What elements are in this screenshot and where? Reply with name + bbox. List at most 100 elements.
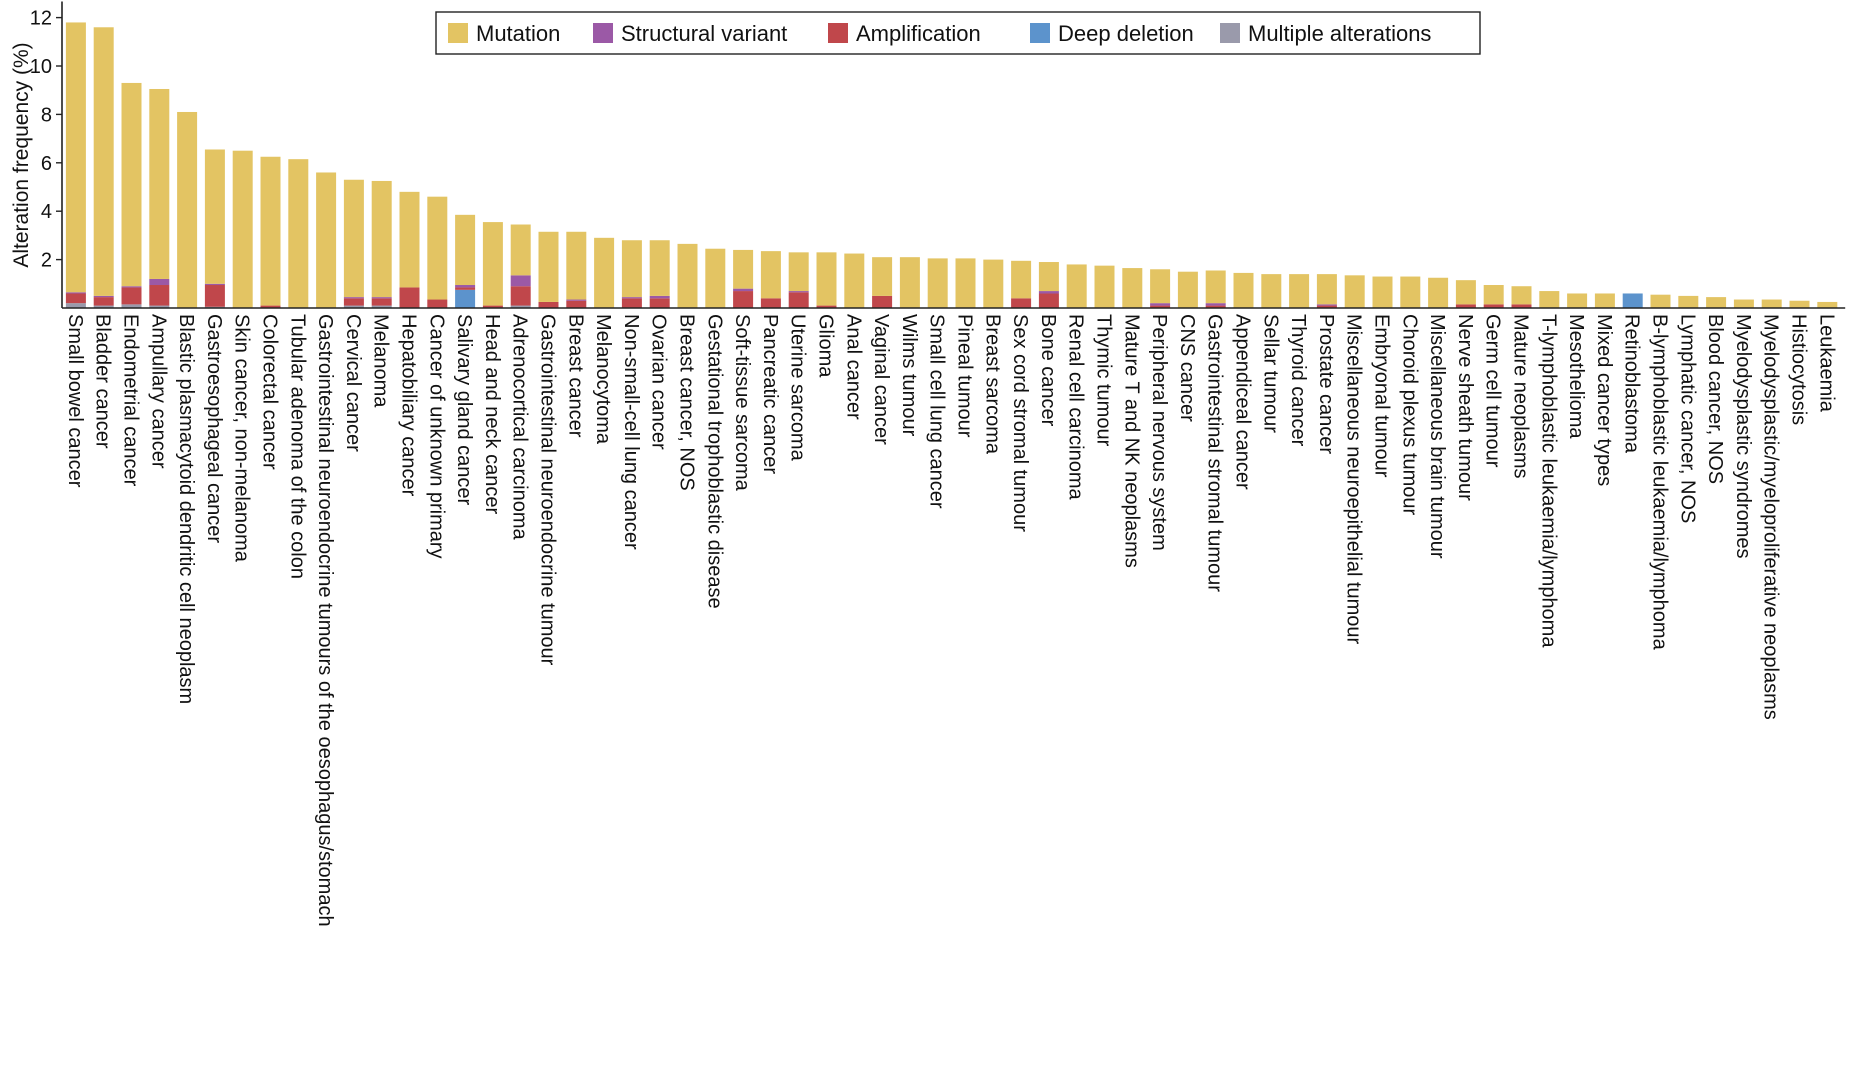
bar-mutation-b-lymphoblastic-leukaemia-lymphoma xyxy=(1650,294,1671,308)
bar-mutation-pineal-tumour xyxy=(955,258,976,308)
category-label-soft-tissue-sarcoma: Soft-tissue sarcoma xyxy=(731,314,753,492)
bar-mutation-mature-neoplasms xyxy=(1511,286,1532,305)
bar-amplification-prostate-cancer xyxy=(1316,305,1337,308)
category-label-appendiceal-cancer: Appendiceal cancer xyxy=(1232,314,1254,490)
bar-amplification-head-and-neck-cancer xyxy=(482,305,503,308)
category-label-gastrointestinal-neuroendocrine-tumour: Gastrointestinal neuroendocrine tumour xyxy=(537,314,559,666)
category-label-sex-cord-stromal-tumour: Sex cord stromal tumour xyxy=(1009,314,1031,532)
category-label-retinoblastoma: Retinoblastoma xyxy=(1621,314,1643,454)
bar-amplification-endometrial-cancer xyxy=(121,287,142,305)
bar-mutation-colorectal-cancer xyxy=(260,156,281,306)
bar-amplification-hepatobiliary-cancer xyxy=(399,287,420,308)
category-label-bladder-cancer: Bladder cancer xyxy=(92,314,114,449)
legend-swatch-deep-deletion xyxy=(1030,23,1050,43)
category-label-miscellaneous-brain-tumour: Miscellaneous brain tumour xyxy=(1426,314,1448,559)
bar-mutation-sex-cord-stromal-tumour xyxy=(1011,260,1032,299)
bar-structural-variant-breast-cancer xyxy=(566,299,587,301)
bar-amplification-soft-tissue-sarcoma xyxy=(733,291,754,308)
category-label-melanoma: Melanoma xyxy=(370,314,392,408)
y-tick-label-2: 2 xyxy=(41,250,52,272)
bar-amplification-sex-cord-stromal-tumour xyxy=(1011,298,1032,308)
y-tick-label-6: 6 xyxy=(41,153,52,175)
bar-mutation-bone-cancer xyxy=(1038,262,1059,292)
category-label-adrenocortical-carcinoma: Adrenocortical carcinoma xyxy=(509,314,531,541)
bar-mutation-vaginal-cancer xyxy=(872,257,893,296)
category-label-small-bowel-cancer: Small bowel cancer xyxy=(64,314,86,488)
legend-label-multiple-alterations: Multiple alterations xyxy=(1248,21,1431,46)
bar-amplification-gastroesophageal-cancer xyxy=(204,285,225,307)
bar-mutation-breast-sarcoma xyxy=(983,259,1004,308)
bar-mutation-peripheral-nervous-system xyxy=(1150,269,1171,304)
category-label-myelodysplastic-syndromes: Myelodysplastic syndromes xyxy=(1732,314,1754,559)
category-label-t-lymphoblastic-leukaemia-lymphoma: T-lymphoblastic leukaemia/lymphoma xyxy=(1537,314,1559,648)
bar-mutation-cervical-cancer xyxy=(343,179,364,298)
bar-mutation-cancer-of-unknown-primary xyxy=(427,196,448,300)
bar-amplification-cervical-cancer xyxy=(343,298,364,306)
bar-mutation-nerve-sheath-tumour xyxy=(1455,280,1476,305)
bar-structural-variant-bone-cancer xyxy=(1038,291,1059,294)
bar-mutation-embryonal-tumour xyxy=(1372,276,1393,308)
y-tick-label-12: 12 xyxy=(30,8,52,30)
category-label-mixed-cancer-types: Mixed cancer types xyxy=(1593,314,1615,486)
bar-multiple-alterations-endometrial-cancer xyxy=(121,304,142,308)
bar-deep-deletion-salivary-gland-cancer xyxy=(455,289,476,308)
category-label-cancer-of-unknown-primary: Cancer of unknown primary xyxy=(425,314,447,559)
bar-mutation-cns-cancer xyxy=(1177,271,1198,308)
y-tick-label-4: 4 xyxy=(41,201,52,223)
category-labels: Small bowel cancer Bladder cancer Endometr… xyxy=(64,314,1837,927)
bar-mutation-miscellaneous-brain-tumour xyxy=(1428,277,1449,308)
bar-structural-variant-uterine-sarcoma xyxy=(788,291,809,293)
bar-multiple-alterations-small-bowel-cancer xyxy=(65,303,86,308)
bar-mutation-thyroid-cancer xyxy=(1289,274,1310,308)
bar-mutation-soft-tissue-sarcoma xyxy=(733,249,754,289)
category-label-thymic-tumour: Thymic tumour xyxy=(1093,314,1115,447)
bar-structural-variant-melanoma xyxy=(371,297,392,299)
bar-mutation-lymphatic-cancer-nos xyxy=(1678,295,1699,308)
category-label-peripheral-nervous-system: Peripheral nervous system xyxy=(1148,314,1170,551)
y-axis-title: Alteration frequency (%) xyxy=(10,42,33,267)
category-label-lymphatic-cancer-nos: Lymphatic cancer, NOS xyxy=(1676,314,1698,523)
bar-structural-variant-prostate-cancer xyxy=(1316,304,1337,306)
bar-mutation-melanoma xyxy=(371,180,392,298)
legend-swatch-mutation xyxy=(448,23,468,43)
category-label-pancreatic-cancer: Pancreatic cancer xyxy=(759,314,781,474)
bar-mutation-skin-cancer-non-melanoma xyxy=(232,150,253,308)
bar-structural-variant-adrenocortical-carcinoma xyxy=(510,275,531,287)
bar-amplification-salivary-gland-cancer xyxy=(455,287,476,290)
category-label-thyroid-cancer: Thyroid cancer xyxy=(1287,314,1309,447)
category-label-nerve-sheath-tumour: Nerve sheath tumour xyxy=(1454,314,1476,501)
category-label-blastic-plasmacytoid-dendritic-cell-neoplasm: Blastic plasmacytoid dendritic cell neop… xyxy=(175,314,197,704)
bar-mutation-hepatobiliary-cancer xyxy=(399,191,420,288)
bar-mutation-choroid-plexus-tumour xyxy=(1400,276,1421,308)
bars-layer xyxy=(65,22,1838,308)
bar-amplification-cancer-of-unknown-primary xyxy=(427,299,448,308)
bar-mutation-adrenocortical-carcinoma xyxy=(510,224,531,276)
category-label-endometrial-cancer: Endometrial cancer xyxy=(120,314,142,487)
bar-structural-variant-non-small-cell-lung-cancer xyxy=(621,297,642,299)
bar-amplification-colorectal-cancer xyxy=(260,305,281,308)
bar-mutation-gastroesophageal-cancer xyxy=(204,149,225,284)
category-label-embryonal-tumour: Embryonal tumour xyxy=(1371,314,1393,478)
bar-amplification-peripheral-nervous-system xyxy=(1150,305,1171,308)
bar-amplification-ovarian-cancer xyxy=(649,298,670,308)
bar-mutation-small-bowel-cancer xyxy=(65,22,86,293)
bar-amplification-gastrointestinal-stromal-tumour xyxy=(1205,305,1226,308)
category-label-mesothelioma: Mesothelioma xyxy=(1565,314,1587,439)
bar-amplification-non-small-cell-lung-cancer xyxy=(621,298,642,308)
bar-mutation-sellar-tumour xyxy=(1261,274,1282,308)
bar-mutation-salivary-gland-cancer xyxy=(455,214,476,286)
bar-amplification-small-bowel-cancer xyxy=(65,293,86,304)
bar-mutation-anal-cancer xyxy=(844,253,865,308)
bar-mutation-leukaemia xyxy=(1817,301,1838,308)
bar-mutation-t-lymphoblastic-leukaemia-lymphoma xyxy=(1539,291,1560,308)
category-label-miscellaneous-neuroepithelial-tumour: Miscellaneous neuroepithelial tumour xyxy=(1343,314,1365,645)
bar-structural-variant-small-bowel-cancer xyxy=(65,292,86,294)
bar-mutation-small-cell-lung-cancer xyxy=(927,258,948,308)
category-label-ovarian-cancer: Ovarian cancer xyxy=(648,314,670,450)
category-label-histiocytosis: Histiocytosis xyxy=(1788,314,1810,425)
bar-mutation-wilms-tumour xyxy=(899,257,920,308)
bar-mutation-non-small-cell-lung-cancer xyxy=(621,240,642,298)
category-label-cns-cancer: CNS cancer xyxy=(1176,314,1198,422)
bar-mutation-germ-cell-tumour xyxy=(1483,285,1504,305)
bar-multiple-alterations-bladder-cancer xyxy=(93,305,114,308)
